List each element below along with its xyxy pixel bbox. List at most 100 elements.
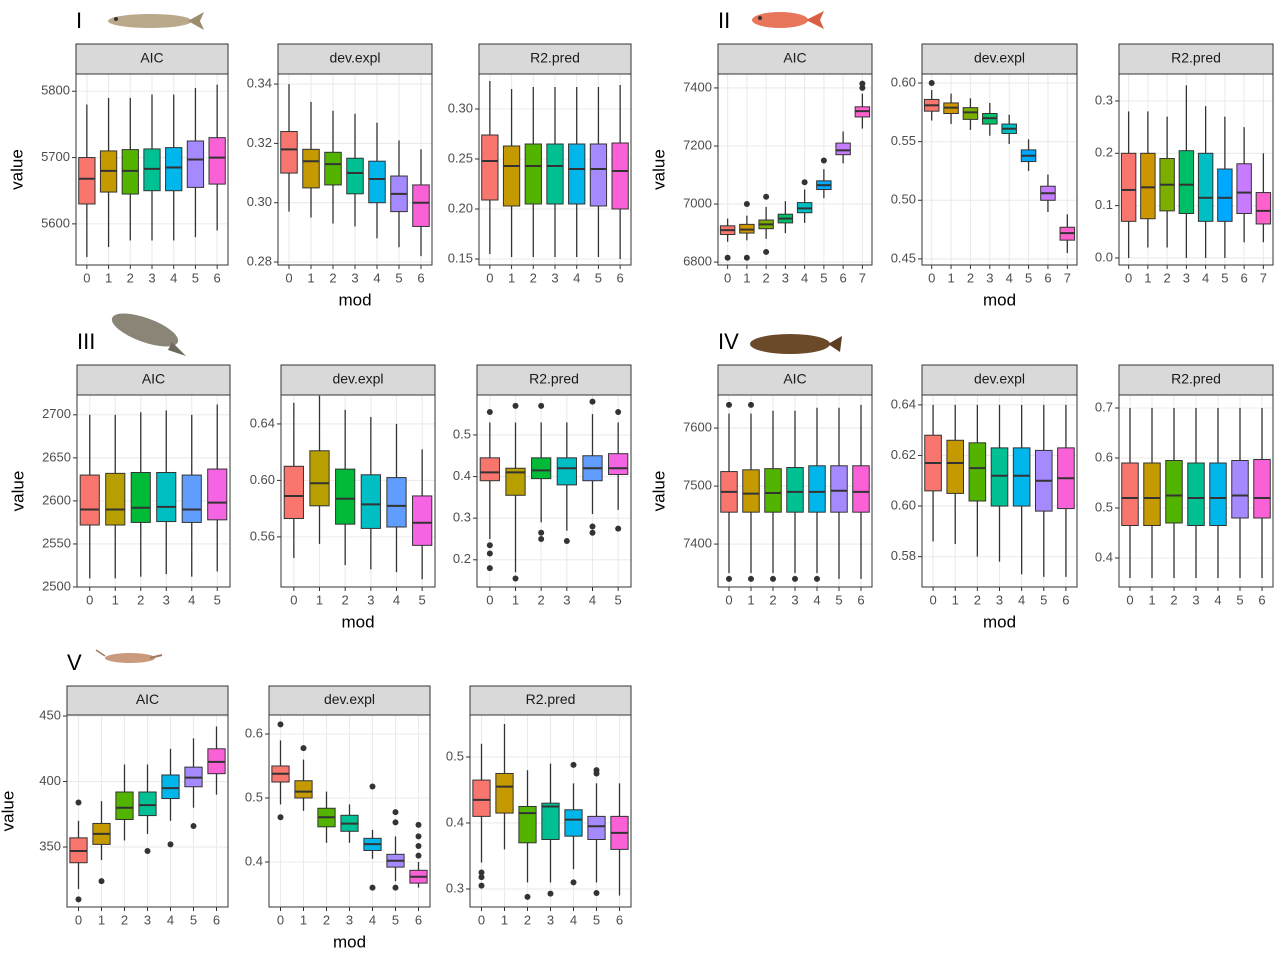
x-tick-label: 4 [1202, 270, 1209, 285]
x-tick-label: 1 [747, 592, 754, 607]
y-tick-label: 0.60 [250, 472, 275, 487]
x-tick-label: 5 [615, 592, 622, 607]
x-tick-label: 1 [743, 270, 750, 285]
box [743, 470, 760, 512]
y-tick-label: 5800 [41, 83, 70, 98]
y-tick-label: 0.58 [891, 548, 916, 563]
y-tick-label: 400 [39, 773, 61, 788]
x-tick-label: 0 [928, 270, 935, 285]
y-tick-label: 7200 [683, 137, 712, 152]
outlier [748, 576, 754, 582]
panel: AIC680070007200740001234567IIvalue [649, 8, 872, 286]
strip-label: R2.pred [526, 691, 576, 707]
x-tick-label: 2 [137, 592, 144, 607]
outlier [821, 158, 827, 164]
x-tick-label: 6 [213, 912, 220, 927]
y-tick-label: 2550 [42, 535, 71, 550]
x-tick-label: 0 [1126, 592, 1133, 607]
group-label: IV [718, 329, 739, 354]
x-tick-label: 5 [820, 270, 827, 285]
outlier [416, 822, 422, 828]
box [1254, 460, 1271, 519]
x-tick-label: 4 [813, 592, 820, 607]
y-tick-label: 0.50 [891, 192, 916, 207]
x-tick-label: 0 [725, 592, 732, 607]
y-tick-label: 0.4 [453, 468, 471, 483]
box [295, 781, 312, 798]
y-tick-label: 0.30 [448, 100, 473, 115]
x-tick-label: 2 [1170, 592, 1177, 607]
shrimp-icon [96, 650, 162, 663]
strip-label: R2.pred [1171, 371, 1221, 387]
x-tick-label: 2 [323, 912, 330, 927]
x-tick-label: 1 [105, 270, 112, 285]
strip-label: dev.expl [974, 371, 1025, 387]
strip-label: dev.expl [329, 50, 380, 66]
outlier [726, 402, 732, 408]
y-axis-label: value [7, 149, 26, 190]
box [79, 158, 95, 204]
box [590, 144, 606, 206]
x-tick-label: 4 [369, 912, 376, 927]
box [347, 158, 364, 194]
x-tick-label: 1 [316, 592, 323, 607]
y-tick-label: 5700 [41, 149, 70, 164]
x-tick-label: 2 [974, 592, 981, 607]
x-tick-label: 4 [589, 592, 596, 607]
x-tick-label: 2 [530, 270, 537, 285]
x-tick-label: 7 [859, 270, 866, 285]
x-axis-label: mod [341, 612, 374, 631]
outlier [370, 885, 376, 891]
y-tick-label: 0.28 [247, 253, 272, 268]
x-tick-label: 2 [763, 270, 770, 285]
box [80, 475, 99, 525]
x-tick-label: 0 [1125, 270, 1132, 285]
outlier [615, 409, 621, 415]
outlier [571, 762, 577, 768]
outlier [416, 853, 422, 859]
outlier [393, 809, 399, 815]
x-tick-label: 1 [307, 270, 314, 285]
box [1188, 463, 1205, 526]
x-tick-label: 5 [190, 912, 197, 927]
box [166, 148, 182, 191]
outlier [744, 201, 750, 207]
box [162, 775, 179, 799]
x-tick-label: 5 [835, 592, 842, 607]
x-tick-label: 4 [801, 270, 808, 285]
x-tick-label: 1 [501, 912, 508, 927]
y-tick-label: 0.5 [446, 748, 464, 763]
outlier [479, 883, 485, 889]
cuttlefish-icon [108, 307, 186, 356]
panel: dev.expl0.560.600.64012345mod [250, 365, 435, 631]
panel-background [477, 395, 631, 587]
x-tick-label: 1 [1144, 270, 1151, 285]
x-tick-label: 2 [967, 270, 974, 285]
outlier [590, 523, 596, 529]
x-tick-label: 1 [300, 912, 307, 927]
y-tick-label: 0.32 [247, 135, 272, 150]
outlier [393, 885, 399, 891]
outlier [301, 745, 307, 751]
x-tick-label: 4 [1018, 592, 1025, 607]
box [131, 472, 150, 522]
x-axis-label: mod [333, 932, 366, 951]
x-axis-label: mod [983, 290, 1016, 309]
box [281, 132, 298, 174]
x-tick-label: 3 [346, 912, 353, 927]
x-tick-label: 6 [857, 592, 864, 607]
outlier [615, 526, 621, 532]
box [765, 469, 782, 513]
strip-label: dev.expl [974, 50, 1025, 66]
box [787, 468, 804, 513]
x-tick-label: 5 [1040, 592, 1047, 607]
y-tick-label: 0.56 [250, 528, 275, 543]
box [413, 496, 432, 545]
fish-icon-2 [752, 11, 824, 29]
x-tick-label: 5 [419, 592, 426, 607]
strip-label: R2.pred [530, 50, 580, 66]
box [473, 780, 490, 816]
y-tick-label: 350 [39, 838, 61, 853]
outlier [479, 874, 485, 880]
strip-label: R2.pred [529, 371, 579, 387]
